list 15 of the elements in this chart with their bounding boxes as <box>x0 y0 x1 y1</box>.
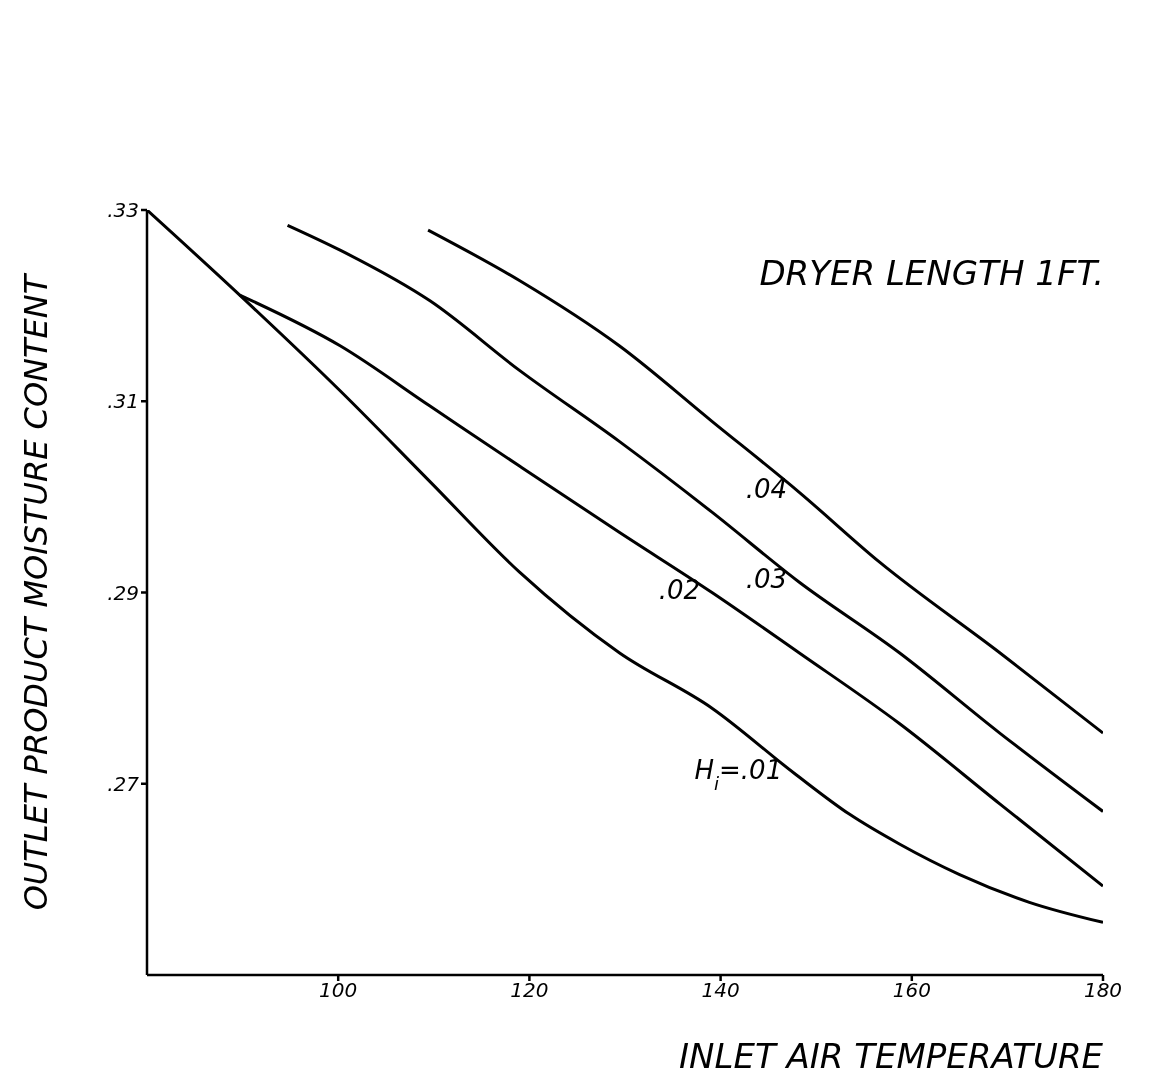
y-tick-label: .33 <box>107 198 139 223</box>
series-label: .04 <box>745 474 787 505</box>
y-tick-label: .29 <box>107 580 139 605</box>
annotation: DRYER LENGTH 1FT. <box>759 253 1104 293</box>
y-tick-label: .27 <box>107 771 140 796</box>
x-tick-label: 160 <box>892 978 931 1003</box>
y-axis-title: OUTLET PRODUCT MOISTURE CONTENT <box>17 272 56 911</box>
x-tick-label: 180 <box>1083 978 1123 1003</box>
x-tick-label: 120 <box>510 978 549 1003</box>
x-tick-label: 100 <box>319 978 358 1003</box>
series-label: H$_{i}$=.01 <box>694 755 783 794</box>
x-tick-label: 140 <box>701 978 740 1003</box>
x-axis-title: INLET AIR TEMPERATURE <box>679 1036 1104 1076</box>
y-tick-label: .31 <box>107 389 139 414</box>
series-label: .03 <box>745 563 787 594</box>
